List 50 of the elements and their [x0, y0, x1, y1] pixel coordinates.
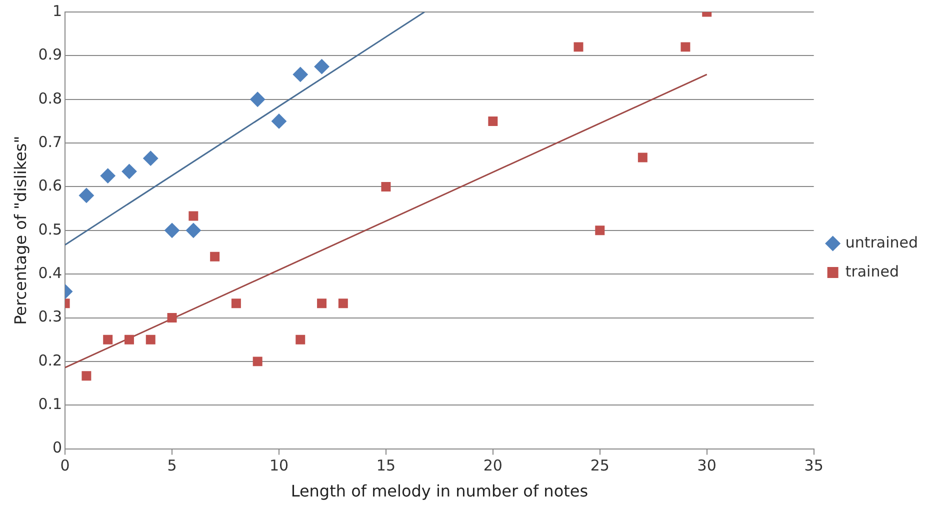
point — [124, 334, 134, 344]
x-axis-title: Length of melody in number of notes — [290, 482, 588, 501]
point — [186, 222, 201, 238]
point — [143, 150, 158, 166]
point — [488, 116, 498, 126]
x-tick-label: 30 — [697, 456, 716, 475]
point — [638, 152, 648, 162]
point — [146, 334, 156, 344]
point — [574, 42, 584, 52]
point — [78, 188, 94, 203]
point — [250, 92, 266, 107]
y-tick-label: 0.8 — [38, 89, 62, 108]
point — [210, 252, 220, 262]
y-tick-label: 0.7 — [38, 132, 62, 151]
x-tick-label: 25 — [590, 456, 610, 475]
y-tick-label: 0.2 — [38, 351, 62, 370]
point — [231, 298, 241, 308]
x-tick-label: 15 — [376, 456, 396, 475]
legend-label: untrained — [845, 233, 918, 252]
point — [103, 334, 113, 344]
point — [82, 371, 92, 381]
point — [252, 356, 262, 366]
x-tick-label: 20 — [483, 456, 502, 475]
x-tick-label: 5 — [167, 456, 177, 475]
x-tick-label: 10 — [269, 456, 289, 475]
point — [271, 114, 286, 129]
point — [167, 313, 177, 323]
y-tick-label: 0.6 — [38, 176, 62, 195]
y-tick-label: 0.1 — [38, 395, 62, 414]
y-tick-label: 0.9 — [38, 46, 62, 64]
y-tick-label: 1 — [52, 2, 62, 20]
point — [338, 298, 348, 308]
point — [122, 164, 137, 179]
point — [680, 42, 690, 52]
y-tick-label: 0.5 — [38, 220, 62, 238]
point — [296, 334, 306, 344]
y-tick-label: 0.3 — [38, 308, 62, 326]
legend-label: trained — [845, 262, 899, 280]
point — [317, 298, 327, 308]
point — [314, 59, 330, 74]
y-axis-title: Percentage of "dislikes" — [10, 136, 30, 325]
point — [595, 226, 605, 236]
y-tick-label: 0.4 — [38, 264, 62, 282]
point — [188, 211, 198, 221]
point — [164, 222, 180, 238]
y-tick-label: 0 — [52, 438, 62, 457]
point — [381, 182, 391, 192]
point — [292, 66, 308, 82]
x-tick-label: 35 — [804, 456, 824, 475]
point — [100, 168, 116, 184]
